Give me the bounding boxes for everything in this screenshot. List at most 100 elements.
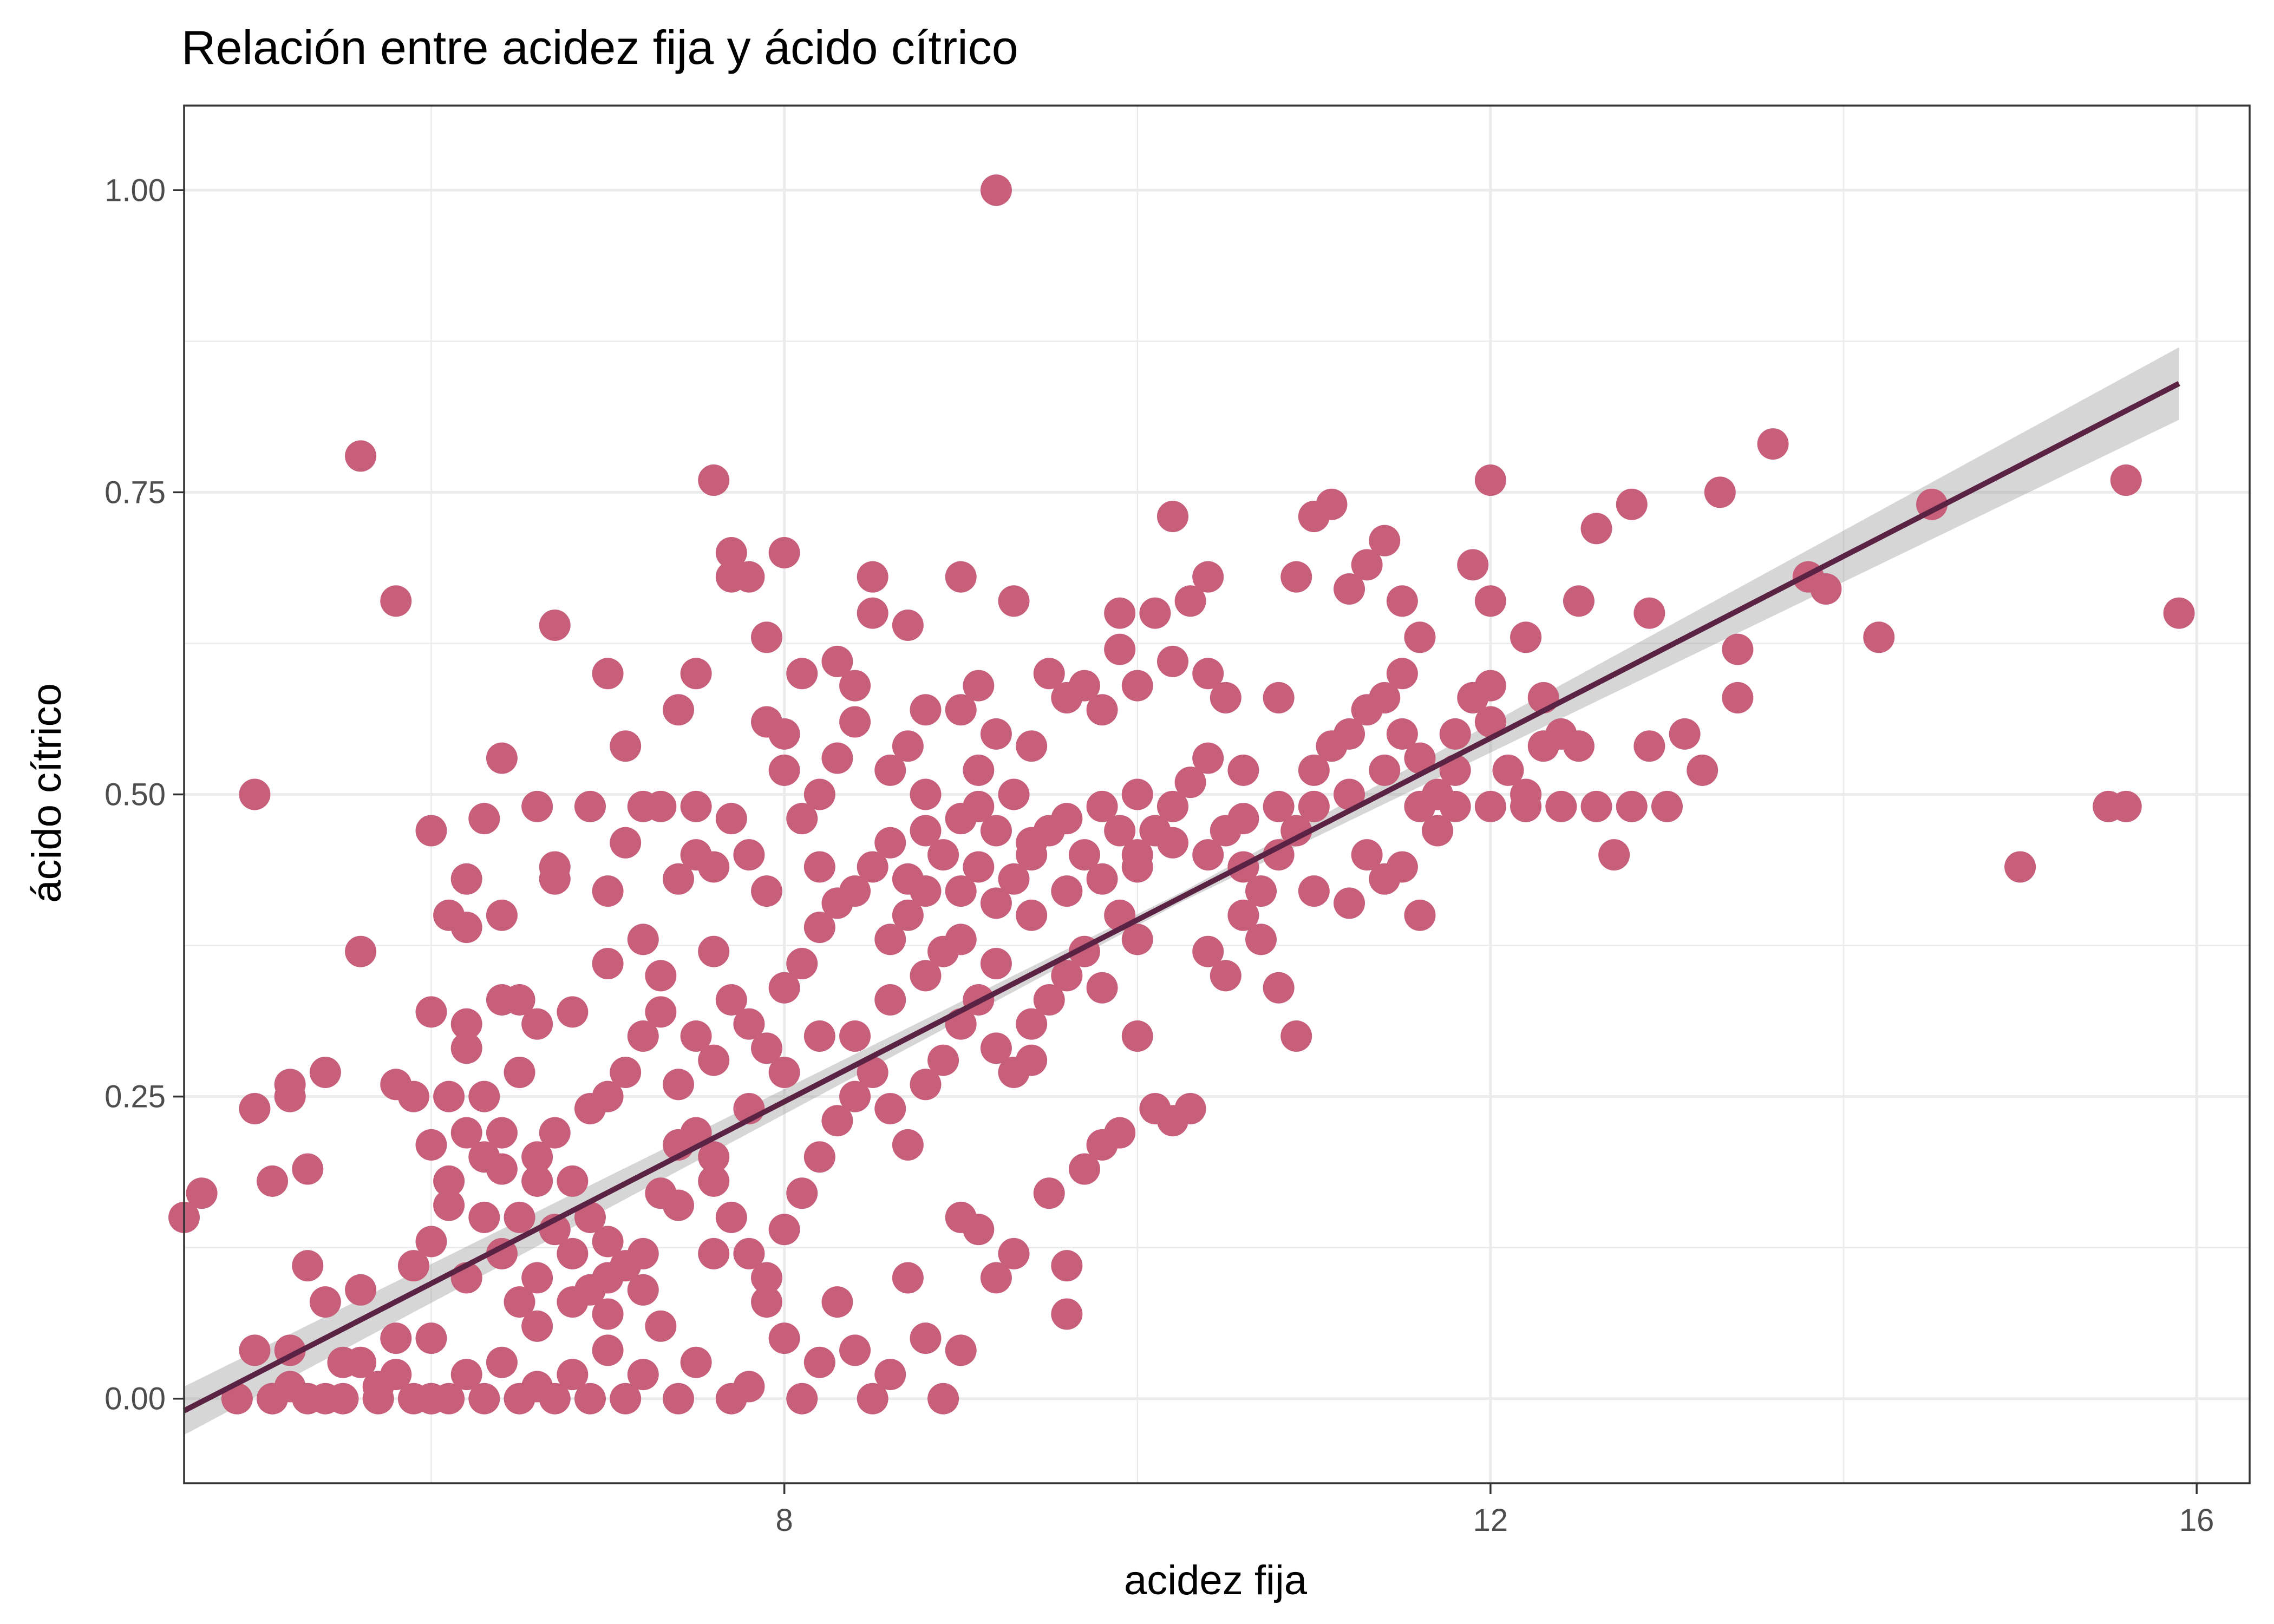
data-point	[345, 1274, 377, 1306]
data-point	[1086, 694, 1118, 726]
data-point	[345, 1346, 377, 1378]
data-point	[1174, 585, 1206, 617]
data-point	[786, 803, 818, 835]
data-point	[1563, 585, 1595, 617]
data-point	[839, 1081, 871, 1112]
data-point	[803, 912, 835, 944]
x-axis-title: acidez fija	[1124, 1557, 1308, 1603]
data-point	[1492, 754, 1524, 786]
data-point	[645, 1310, 677, 1342]
data-point	[1280, 815, 1312, 847]
data-point	[910, 815, 942, 847]
data-point	[1210, 960, 1241, 992]
data-point	[592, 1081, 624, 1112]
x-tick-label: 16	[2179, 1503, 2214, 1538]
data-point	[610, 730, 642, 762]
data-point	[821, 1286, 853, 1318]
data-point	[1192, 742, 1224, 774]
data-point	[592, 658, 624, 690]
data-point	[1033, 984, 1065, 1016]
data-point	[1051, 875, 1083, 907]
data-point	[998, 1237, 1030, 1269]
data-point	[963, 754, 995, 786]
data-point	[2004, 851, 2036, 883]
data-point	[327, 1383, 359, 1415]
data-point	[1422, 815, 1454, 847]
x-tick-label: 12	[1473, 1503, 1508, 1538]
data-point	[1369, 754, 1401, 786]
data-point	[803, 1346, 835, 1378]
data-point	[768, 718, 800, 750]
data-point	[521, 1165, 553, 1197]
data-point	[662, 1069, 694, 1101]
data-point	[468, 1081, 500, 1112]
data-point	[998, 1056, 1030, 1088]
data-point	[521, 1310, 553, 1342]
data-point	[1192, 839, 1224, 871]
data-point	[539, 609, 571, 641]
data-point	[486, 1346, 518, 1378]
data-point	[910, 778, 942, 810]
data-point	[698, 1165, 730, 1197]
data-point	[1633, 730, 1665, 762]
data-point	[803, 1141, 835, 1173]
data-point	[1086, 790, 1118, 822]
data-point	[874, 754, 906, 786]
data-point	[574, 790, 606, 822]
data-point	[733, 561, 765, 593]
data-point	[1351, 839, 1383, 871]
data-point	[1192, 658, 1224, 690]
data-point	[892, 609, 924, 641]
data-point	[468, 1201, 500, 1233]
data-point	[486, 1117, 518, 1149]
data-point	[1016, 839, 1048, 871]
data-point	[1227, 754, 1259, 786]
data-point	[504, 1383, 535, 1415]
data-point	[927, 1383, 959, 1415]
data-point	[839, 670, 871, 702]
data-point	[857, 561, 888, 593]
data-point	[1068, 1153, 1100, 1185]
data-point	[1139, 815, 1171, 847]
data-point	[504, 984, 535, 1016]
data-point	[1051, 803, 1083, 835]
data-point	[645, 1177, 677, 1209]
data-point	[768, 1214, 800, 1246]
data-point	[733, 1008, 765, 1040]
data-point	[892, 1262, 924, 1294]
data-point	[715, 984, 747, 1016]
y-tick-label: 0.25	[104, 1079, 166, 1115]
data-point	[557, 996, 589, 1028]
data-point	[768, 972, 800, 1004]
data-point	[450, 1359, 482, 1391]
data-point	[1334, 718, 1365, 750]
data-point	[1474, 706, 1506, 738]
data-point	[1121, 924, 1153, 955]
data-point	[257, 1383, 289, 1415]
confidence-band	[184, 347, 2179, 1435]
data-point	[2163, 597, 2195, 629]
data-point	[1086, 972, 1118, 1004]
data-point	[1051, 1250, 1083, 1282]
data-point	[1369, 863, 1401, 895]
data-point	[680, 790, 712, 822]
data-point	[309, 1286, 341, 1318]
data-point	[1298, 790, 1330, 822]
data-point	[1016, 899, 1048, 931]
data-point	[1086, 863, 1118, 895]
data-point	[733, 1237, 765, 1269]
data-point	[592, 875, 624, 907]
data-point	[945, 561, 977, 593]
data-point	[874, 1092, 906, 1124]
data-point	[963, 851, 995, 883]
data-point	[2110, 464, 2142, 496]
data-point	[1263, 790, 1295, 822]
data-point	[2110, 790, 2142, 822]
data-point	[1351, 549, 1383, 581]
data-point	[803, 851, 835, 883]
data-point	[1051, 960, 1083, 992]
data-point	[627, 924, 659, 955]
data-point	[751, 875, 783, 907]
data-point	[486, 1153, 518, 1185]
